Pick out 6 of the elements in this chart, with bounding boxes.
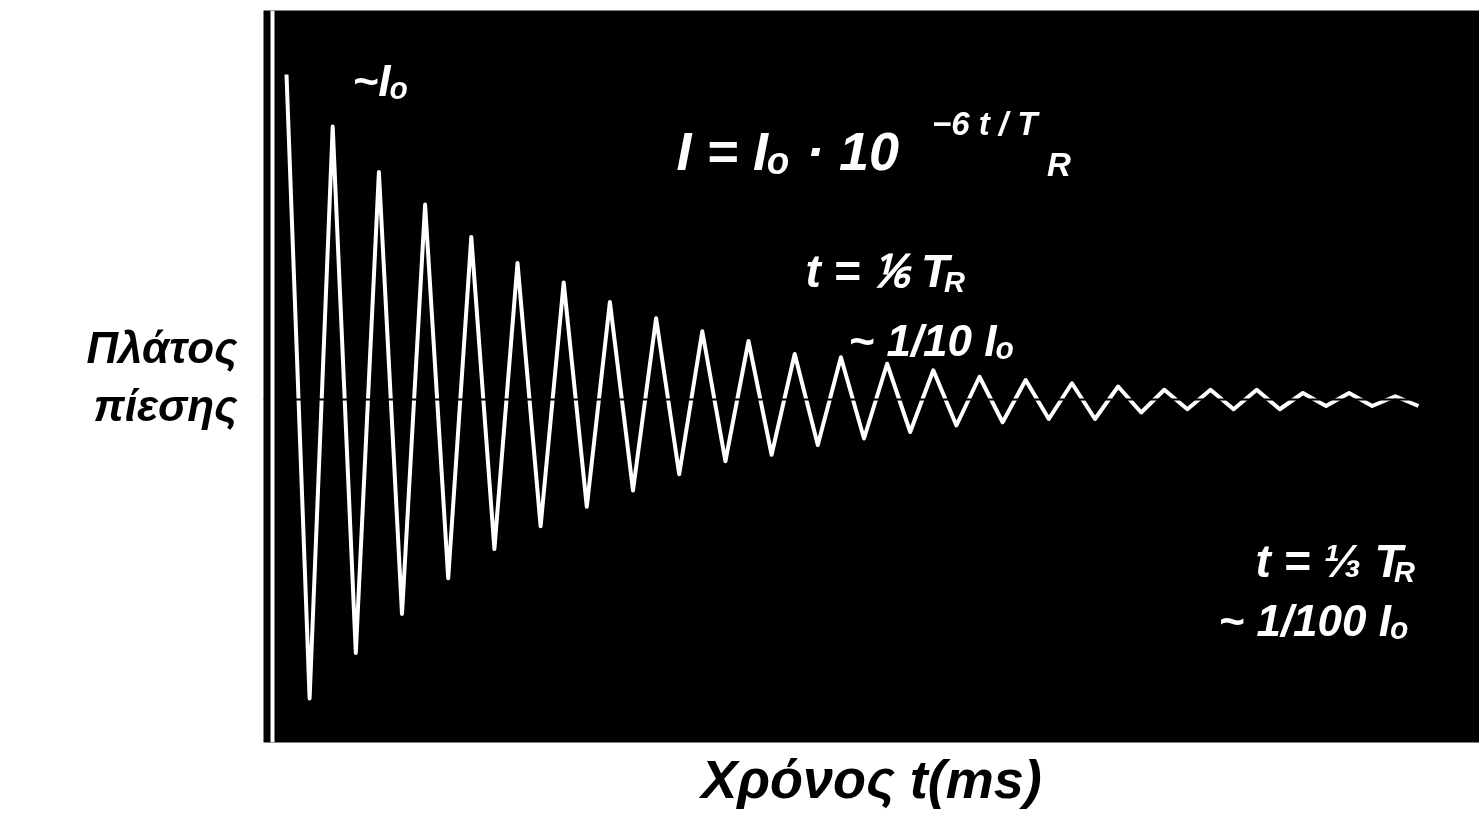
y-axis-title: Πλάτος πίεσης — [86, 322, 239, 431]
annotation: ~ 1/100 Iₒ — [1218, 596, 1410, 645]
x-axis-title: Χρόνος t(ms) — [698, 748, 1042, 809]
annotation: ~Iₒ — [352, 56, 410, 105]
annotation: I = Iₒ · 10−6 t / TR — [676, 105, 1072, 183]
annotation: ~ 1/10 Iₒ — [848, 316, 1016, 365]
